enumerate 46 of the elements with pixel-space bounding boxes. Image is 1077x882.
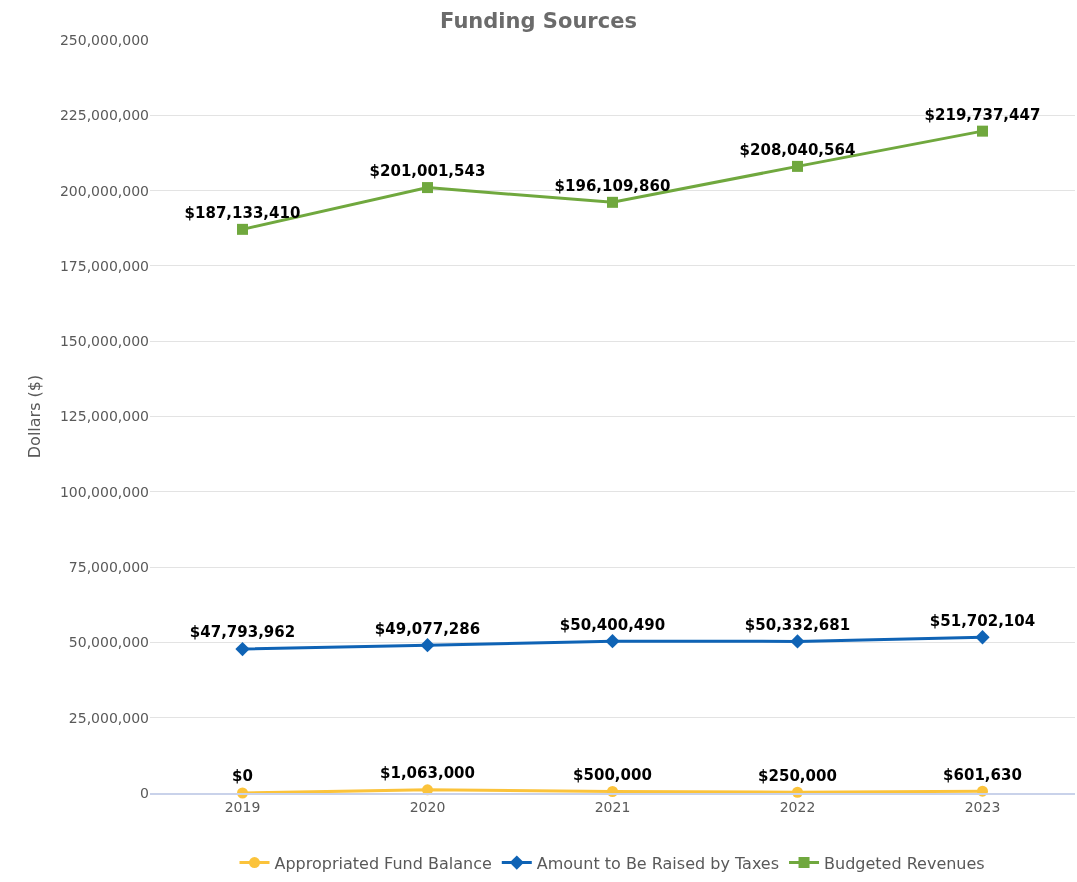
y-tick-label: 200,000,000 bbox=[59, 182, 149, 199]
chart-title: Funding Sources bbox=[440, 8, 637, 33]
x-tick-label: 2019 bbox=[224, 798, 261, 815]
data-label: $51,702,104 bbox=[929, 611, 1036, 630]
data-label: $47,793,962 bbox=[189, 623, 296, 642]
data-label: $208,040,564 bbox=[739, 140, 856, 159]
point bbox=[237, 223, 248, 235]
data-label: $50,400,490 bbox=[559, 615, 666, 634]
legend-label: Amount to Be Raised by Taxes bbox=[536, 853, 780, 873]
point bbox=[790, 634, 805, 649]
data-label: $219,737,447 bbox=[924, 105, 1041, 124]
y-tick-label: 225,000,000 bbox=[59, 107, 149, 124]
point bbox=[605, 634, 620, 649]
data-label: $49,077,286 bbox=[374, 619, 481, 638]
y-tick-label: 125,000,000 bbox=[59, 408, 149, 425]
data-label: $201,001,543 bbox=[369, 161, 486, 180]
point bbox=[235, 641, 250, 657]
point bbox=[420, 638, 435, 653]
data-label: $1,063,000 bbox=[380, 764, 475, 783]
data-label: $0 bbox=[232, 767, 253, 786]
point bbox=[607, 196, 618, 208]
data-label: $601,630 bbox=[943, 765, 1022, 784]
data-label: $196,109,860 bbox=[554, 176, 671, 195]
x-tick-label: 2021 bbox=[594, 798, 631, 815]
x-tick-label: 2022 bbox=[779, 798, 816, 815]
data-label: $500,000 bbox=[573, 765, 652, 784]
y-tick-label: 75,000,000 bbox=[68, 559, 149, 575]
y-tick-label: 175,000,000 bbox=[59, 257, 149, 274]
point bbox=[792, 160, 803, 172]
y-tick-label: 25,000,000 bbox=[68, 709, 149, 726]
point bbox=[975, 630, 990, 645]
legend-label: Appropriated Fund Balance bbox=[274, 853, 492, 873]
point bbox=[422, 182, 433, 194]
data-label: $250,000 bbox=[758, 766, 837, 785]
data-label: $187,133,410 bbox=[184, 203, 301, 222]
x-tick-label: 2020 bbox=[409, 798, 446, 815]
x-tick-label: 2023 bbox=[964, 798, 1001, 815]
y-tick-label: 150,000,000 bbox=[59, 333, 149, 350]
y-tick-label: 250,000,000 bbox=[59, 31, 149, 48]
y-tick-label: 0 bbox=[140, 784, 149, 801]
data-label: $50,332,681 bbox=[744, 615, 851, 634]
point bbox=[977, 125, 988, 137]
legend-label: Budgeted Revenues bbox=[824, 853, 985, 873]
y-axis-title: Dollars ($) bbox=[24, 374, 44, 459]
y-tick-label: 100,000,000 bbox=[59, 483, 149, 500]
y-tick-label: 50,000,000 bbox=[68, 634, 149, 651]
